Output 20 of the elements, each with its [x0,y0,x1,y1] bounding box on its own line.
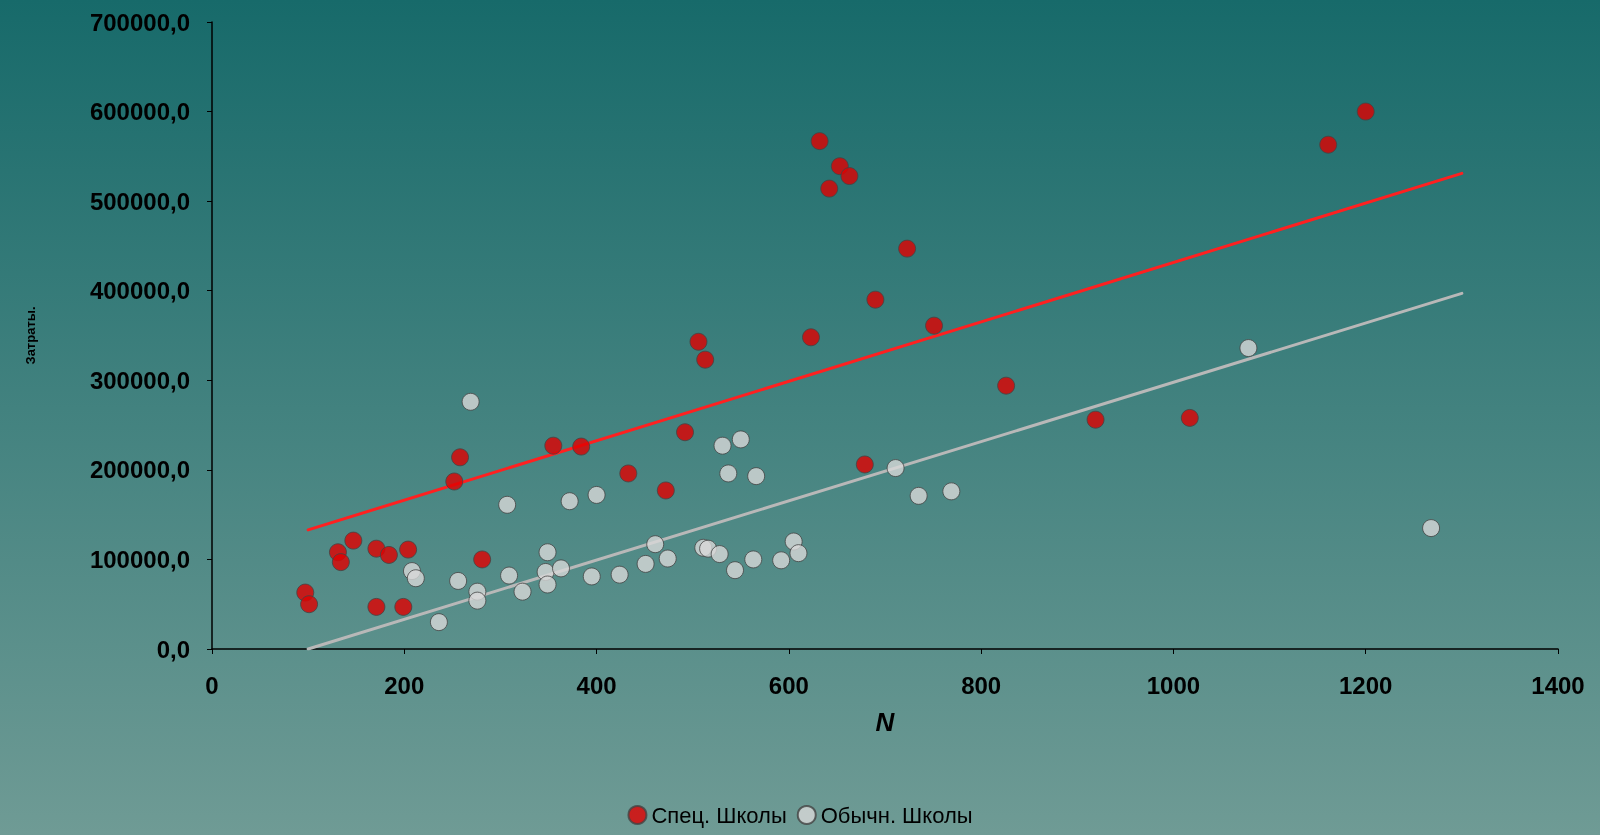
x-tick-label: 1400 [1531,671,1585,699]
y-tick-label: 0,0 [156,635,190,663]
x-tick-label: 600 [768,671,809,699]
y-tick-label: 400000,0 [89,277,190,305]
y-tick-label: 600000,0 [89,98,190,126]
y-tick-label: 300000,0 [89,366,190,394]
y-axis-title: Затраты. [23,306,38,365]
legend-label: Спец. Школы [651,802,787,828]
x-tick-label: 400 [576,671,617,699]
x-tick-label: 1000 [1146,671,1201,699]
x-tick-label: 0 [205,671,219,699]
y-tick-label: 100000,0 [89,545,190,573]
y-tick-label: 700000,0 [89,8,190,36]
legend-label: Обычн. Школы [820,802,973,828]
y-tick-label: 200000,0 [89,456,190,484]
y-tick-label: 500000,0 [89,187,190,215]
x-tick-label: 800 [961,671,1002,699]
x-tick-label: 1200 [1339,671,1393,699]
x-axis-title: N [875,707,896,737]
x-tick-label: 200 [384,671,425,699]
